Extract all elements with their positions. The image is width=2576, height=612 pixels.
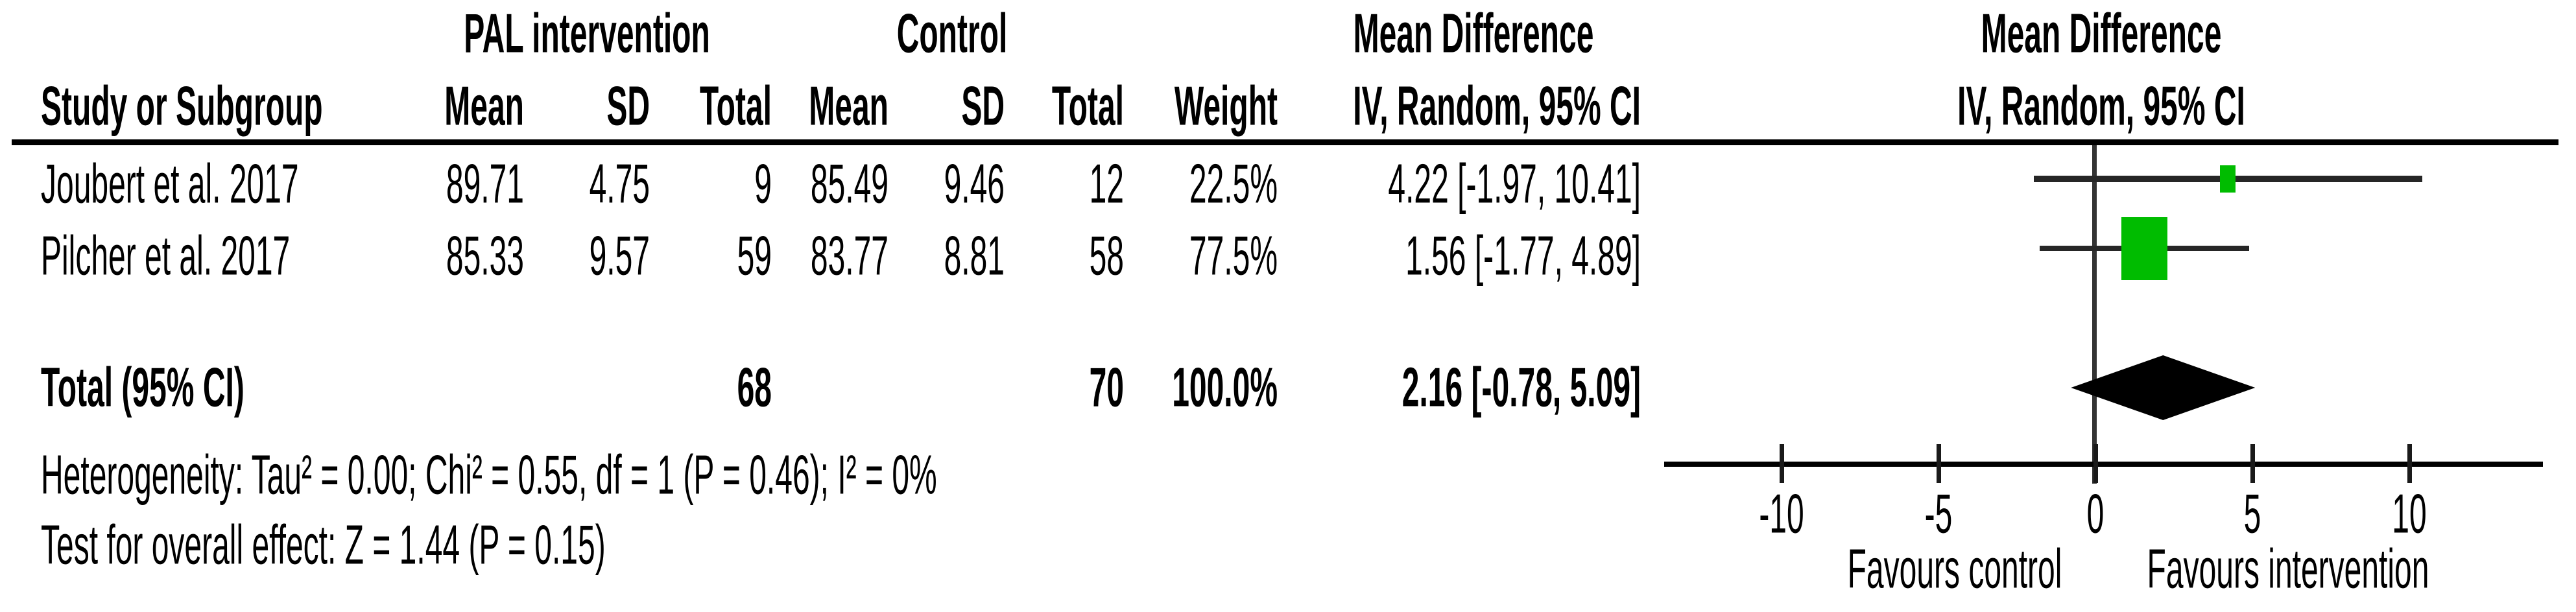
total-intervention-sum: 68 [737,357,772,419]
sd-intervention-value: 9.57 [589,226,650,288]
axis-tick-label: 5 [2243,484,2261,546]
sd-control-value: 8.81 [944,226,1005,288]
total-control-value: 12 [1089,154,1124,216]
axis-tick-label: 10 [2392,484,2427,546]
total-control-sum: 70 [1089,357,1124,419]
axis-tick [2407,444,2412,483]
plot-title-mean-difference: Mean Difference [1981,3,2222,65]
favours-right-label: Favours intervention [2147,539,2429,601]
total-control-value: 58 [1089,226,1124,288]
total-ci-text: 2.16 [-0.78, 5.09] [1401,357,1641,419]
mean-intervention-value: 89.71 [446,154,524,216]
study-name: Joubert et al. 2017 [41,154,299,216]
zero-line [2092,145,2097,484]
ci-text: 1.56 [-1.77, 4.89] [1405,226,1641,288]
total-row-label: Total (95% CI) [41,357,244,419]
col-header-total-control: Total [1051,76,1124,138]
total-weight: 100.0% [1172,357,1278,419]
sd-intervention-value: 4.75 [589,154,650,216]
total-intervention-value: 59 [737,226,772,288]
x-axis-line [1664,462,2543,467]
axis-tick [1936,444,1941,483]
axis-tick [2250,444,2255,483]
col-header-weight: Weight [1174,76,1278,138]
col-header-ci: IV, Random, 95% CI [1353,76,1641,138]
study-name: Pilcher et al. 2017 [41,226,291,288]
total-intervention-value: 9 [754,154,772,216]
axis-tick [2093,444,2098,483]
study-weight-square [2220,165,2236,193]
axis-tick-label: -10 [1759,484,1804,546]
col-header-mean-control: Mean [809,76,888,138]
col-group-mean-difference: Mean Difference [1353,3,1594,65]
header-divider [12,139,2558,145]
mean-intervention-value: 85.33 [446,226,524,288]
weight-value: 77.5% [1189,226,1278,288]
col-group-control: Control [896,3,1008,65]
axis-tick-label: 0 [2086,484,2105,546]
mean-control-value: 83.77 [810,226,888,288]
pooled-diamond [2071,355,2256,420]
col-header-sd-intervention: SD [606,76,650,138]
sd-control-value: 9.46 [944,154,1005,216]
col-header-total-intervention: Total [699,76,772,138]
weight-value: 22.5% [1189,154,1278,216]
ci-text: 4.22 [-1.97, 10.41] [1388,154,1641,216]
axis-tick-label: -5 [1924,484,1953,546]
plot-header-ci: IV, Random, 95% CI [1957,76,2245,138]
col-header-study: Study or Subgroup [41,76,323,138]
study-weight-square [2121,217,2167,280]
col-header-sd-control: SD [961,76,1005,138]
overall-effect-test: Test for overall effect: Z = 1.44 (P = 0… [41,515,606,577]
heterogeneity-stats: Heterogeneity: Tau² = 0.00; Chi² = 0.55,… [41,445,937,507]
col-header-mean-intervention: Mean [444,76,524,138]
mean-control-value: 85.49 [810,154,888,216]
favours-left-label: Favours control [1847,539,2062,601]
col-group-intervention: PAL intervention [464,3,710,65]
axis-tick [1779,444,1784,483]
